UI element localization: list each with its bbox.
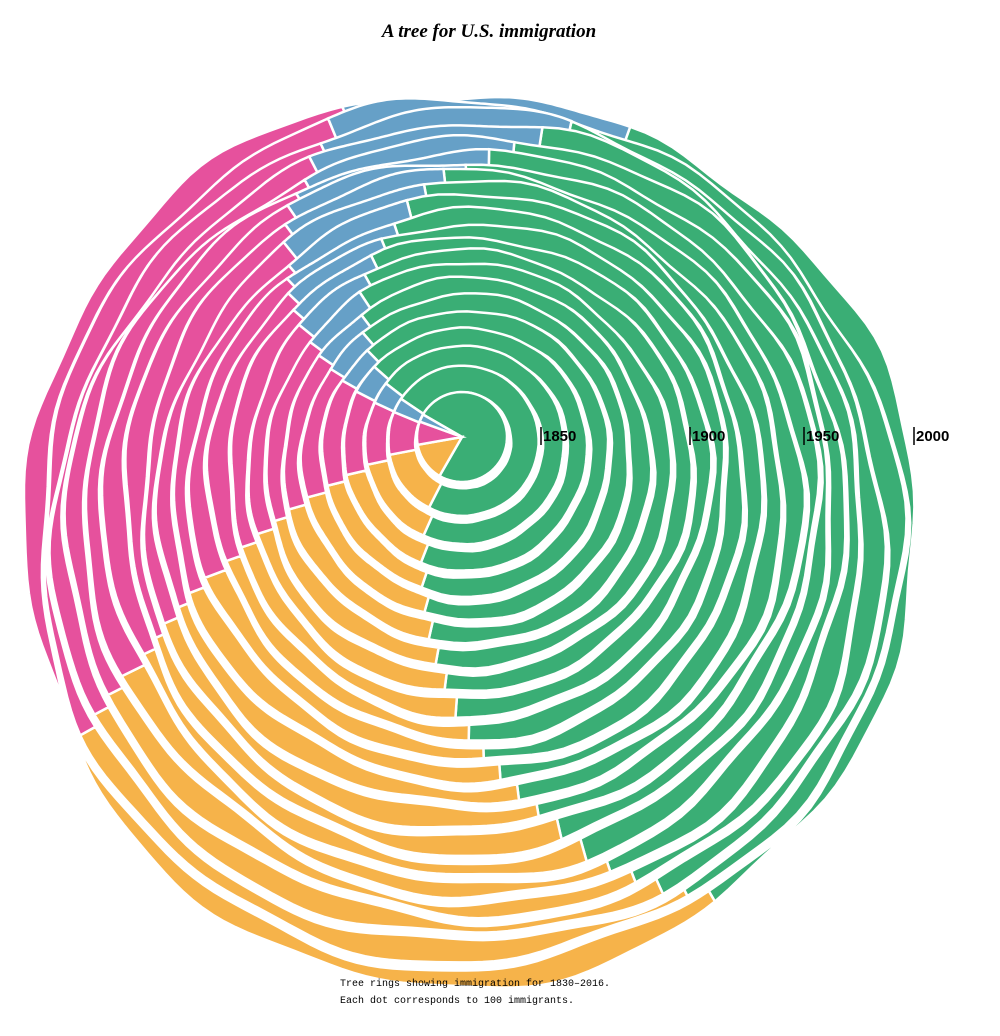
- tree-rings: [22, 95, 916, 989]
- ring-labels: 1850 1900 1950 2000: [540, 427, 949, 445]
- ring-label: 1900: [692, 428, 725, 445]
- ring-label: 1950: [806, 428, 839, 445]
- ring-band: [415, 419, 467, 447]
- caption-line: Each dot corresponds to 100 immigrants.: [340, 995, 574, 1007]
- ring-band: [416, 435, 465, 478]
- ring-band: [417, 412, 463, 439]
- ring-label: 1850: [543, 428, 576, 445]
- caption-line: Tree rings showing immigration for 1830–…: [340, 978, 610, 990]
- title: A tree for U.S. immigration: [381, 21, 596, 42]
- ring-label: 2000: [916, 428, 949, 445]
